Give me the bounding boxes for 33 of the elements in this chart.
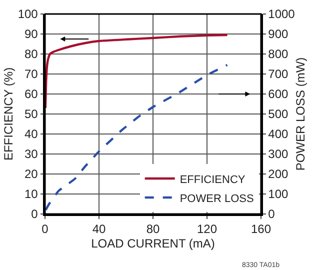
y-tick-label: 70 (24, 67, 38, 82)
y-axis-title: EFFICIENCY (%) (2, 67, 16, 161)
x-tick-label: 120 (196, 222, 218, 236)
y2-tick-label: 900 (268, 27, 288, 42)
y2-tick-label: 300 (268, 147, 288, 162)
y2-tick-label: 200 (268, 167, 288, 182)
y-tick-label: 20 (24, 167, 38, 182)
y2-tick-label: 800 (268, 47, 288, 62)
legend-label: POWER LOSS (180, 192, 254, 205)
y2-tick-label: 400 (268, 127, 288, 142)
y-tick-label: 90 (24, 27, 38, 42)
x-tick-label: 160 (250, 222, 272, 236)
y2-tick-label: 1000 (268, 7, 296, 22)
legend-label: EFFICIENCY (180, 174, 246, 186)
y-tick-label: 100 (18, 7, 38, 22)
y-tick-label: 50 (24, 107, 38, 122)
y2-tick-label: 100 (268, 187, 288, 202)
y-tick-label: 40 (24, 127, 38, 142)
y2-tick-label: 0 (268, 207, 276, 222)
y-tick-label: 30 (24, 147, 38, 162)
y2-axis-title: POWER LOSS (mW) (294, 57, 308, 171)
x-tick-label: 40 (92, 222, 106, 236)
y2-tick-label: 500 (268, 107, 288, 122)
x-tick-label: 0 (42, 222, 49, 236)
line-series (45, 34, 228, 110)
x-axis-title: LOAD CURRENT (mA) (91, 236, 215, 251)
y-tick-label: 60 (24, 87, 38, 102)
y-tick-label: 80 (24, 47, 38, 62)
y2-tick-label: 700 (268, 67, 288, 82)
x-tick-label: 80 (146, 222, 160, 236)
y-tick-label: 0 (31, 207, 38, 222)
y-tick-label: 10 (24, 187, 38, 202)
y2-tick-label: 600 (268, 87, 288, 102)
